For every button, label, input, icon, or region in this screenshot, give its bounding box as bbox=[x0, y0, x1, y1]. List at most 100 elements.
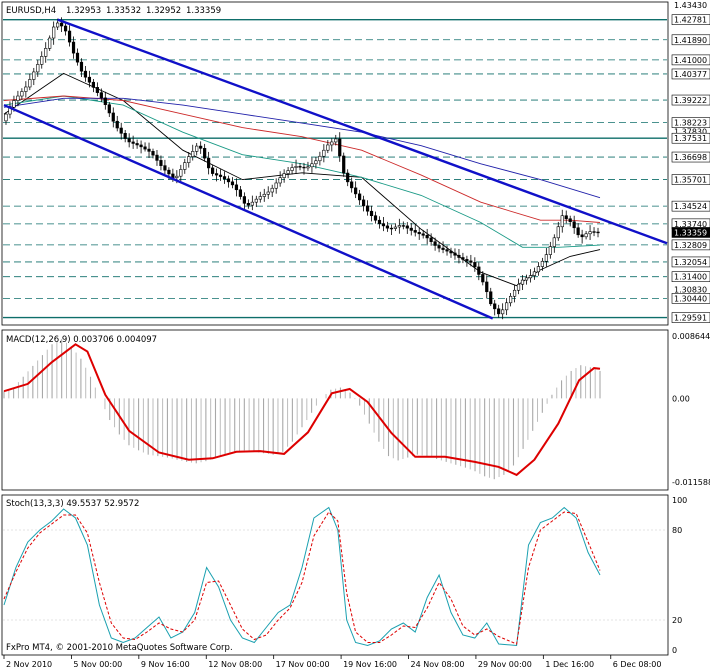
time-axis-label: 1 Dec 16:00 bbox=[545, 660, 594, 669]
price-label-box bbox=[671, 68, 710, 80]
price-axis-label: 1.35701 bbox=[674, 176, 707, 185]
candle-body bbox=[489, 291, 493, 305]
stoch-axis-label: 80 bbox=[672, 526, 682, 535]
candle-body bbox=[191, 151, 195, 157]
ohlc-open: 1.32953 bbox=[66, 6, 101, 16]
candle-body bbox=[377, 219, 382, 224]
stoch-chart-layer bbox=[3, 506, 667, 647]
time-axis-label: 17 Nov 00:00 bbox=[276, 660, 330, 669]
macd-axis-label: 0.00 bbox=[672, 394, 690, 403]
price-axis-label: 1.32809 bbox=[674, 241, 707, 250]
candle-body bbox=[306, 166, 310, 169]
candle-body bbox=[485, 281, 489, 293]
candle-body bbox=[596, 231, 600, 234]
ohlc-close: 1.33359 bbox=[186, 6, 221, 16]
candle-body bbox=[222, 176, 227, 180]
price-pane[interactable] bbox=[1, 1, 669, 326]
price-axis-label: 1.43430 bbox=[674, 1, 707, 10]
price-axis-label: 1.34524 bbox=[674, 202, 707, 211]
candle-body bbox=[358, 193, 362, 201]
candle-body bbox=[501, 309, 505, 315]
stoch-pane[interactable] bbox=[1, 494, 669, 656]
candle-body bbox=[40, 56, 44, 65]
candle-body bbox=[115, 120, 119, 129]
candle-body bbox=[187, 156, 191, 163]
candle-body bbox=[564, 215, 568, 220]
price-chart-layer bbox=[3, 17, 668, 320]
price-axis-label: 1.37531 bbox=[674, 134, 707, 143]
price-axis-label: 1.33359 bbox=[674, 228, 707, 237]
price-label-box bbox=[671, 227, 710, 238]
candle-body bbox=[401, 225, 405, 227]
candle-body bbox=[429, 237, 433, 242]
time-axis-label: 24 Nov 08:00 bbox=[411, 660, 465, 669]
candle-body bbox=[44, 48, 48, 57]
candle-body bbox=[326, 144, 330, 151]
price-axis-label: 1.39222 bbox=[674, 96, 707, 105]
candle-body bbox=[12, 100, 16, 108]
candle-body bbox=[437, 245, 441, 249]
price-label-box bbox=[671, 293, 710, 304]
price-label-box bbox=[671, 117, 710, 128]
candle-body bbox=[71, 41, 76, 54]
price-axis-label: 1.37830 bbox=[674, 127, 707, 136]
candle-body bbox=[67, 30, 72, 43]
candle-body bbox=[4, 113, 8, 122]
candle-body bbox=[48, 37, 52, 49]
moving-average-line bbox=[3, 95, 601, 248]
price-label-box bbox=[671, 239, 710, 251]
candle-body bbox=[532, 271, 537, 276]
candle-body bbox=[449, 250, 453, 254]
candle-body bbox=[131, 141, 135, 144]
candle-body bbox=[512, 289, 517, 297]
candle-body bbox=[548, 246, 552, 255]
candle-body bbox=[207, 157, 211, 169]
price-axis-label: 1.31400 bbox=[674, 273, 707, 282]
candle-body bbox=[373, 215, 378, 221]
candle-body bbox=[421, 233, 425, 236]
candle-body bbox=[103, 97, 107, 105]
candle-body bbox=[135, 143, 139, 146]
candle-body bbox=[310, 163, 314, 168]
price-label-box bbox=[671, 54, 710, 66]
copyright-text: FxPro MT4, © 2001-2010 MetaQuotes Softwa… bbox=[6, 643, 233, 653]
candle-body bbox=[520, 279, 525, 285]
candle-body bbox=[572, 221, 576, 229]
candle-body bbox=[179, 169, 183, 177]
price-title: EURUSD,H4 bbox=[6, 6, 56, 16]
stoch-axis-label: 0 bbox=[672, 646, 677, 655]
candle-body bbox=[147, 148, 151, 152]
candle-body bbox=[139, 144, 143, 148]
price-axis-label: 1.36698 bbox=[674, 153, 707, 162]
macd-pane[interactable] bbox=[1, 329, 669, 491]
candle-body bbox=[123, 132, 127, 139]
candle-body bbox=[286, 170, 290, 174]
price-label-box bbox=[671, 151, 710, 163]
candle-body bbox=[24, 86, 28, 92]
channel-line bbox=[57, 18, 668, 245]
candle-body bbox=[246, 202, 250, 206]
macd-signal-line bbox=[3, 343, 601, 477]
time-axis-label: 12 Nov 08:00 bbox=[208, 660, 262, 669]
candle-body bbox=[151, 151, 155, 156]
price-axis-label: 1.41890 bbox=[674, 36, 707, 45]
candle-body bbox=[262, 193, 266, 197]
candle-body bbox=[52, 26, 56, 39]
candle-body bbox=[433, 241, 437, 246]
stoch-signal-line bbox=[3, 511, 601, 645]
candle-body bbox=[290, 167, 294, 171]
candle-body bbox=[469, 260, 473, 263]
candle-body bbox=[63, 25, 68, 32]
candle-body bbox=[425, 234, 429, 239]
candle-body bbox=[218, 174, 223, 177]
candle-body bbox=[338, 138, 342, 157]
candle-body bbox=[226, 178, 231, 183]
candle-body bbox=[584, 233, 588, 238]
price-label-box bbox=[671, 174, 710, 185]
candle-body bbox=[409, 227, 413, 231]
price-label-box bbox=[671, 312, 710, 323]
candle-body bbox=[497, 308, 501, 315]
channel-line bbox=[3, 103, 494, 320]
candle-body bbox=[199, 145, 203, 149]
